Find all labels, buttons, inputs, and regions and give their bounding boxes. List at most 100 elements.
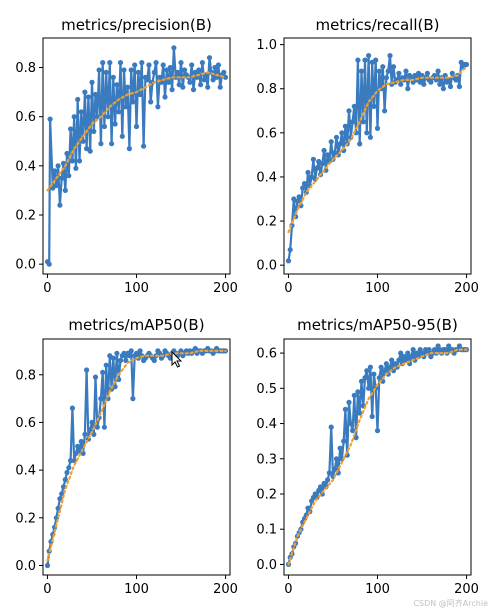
y-tick-label: 0.5 [256,382,277,397]
data-point [101,424,107,430]
data-point [310,156,316,162]
data-point [378,364,384,370]
data-point [117,357,124,364]
data-point [398,81,404,87]
y-tick-label: 0.8 [15,368,36,383]
data-point [121,67,127,73]
data-point [342,123,348,129]
data-point [364,368,370,374]
data-point [337,445,343,451]
data-point [367,134,373,140]
axes-frame [283,37,472,275]
data-point [116,109,122,115]
data-point [355,57,361,63]
data-point [173,74,179,80]
data-point [385,68,391,74]
data-point [405,350,411,356]
y-tick-label: 0.6 [15,416,36,431]
data-point [189,62,195,68]
data-point [123,357,129,364]
data-point [80,138,86,144]
y-tick-label: 0.4 [15,464,36,479]
y-tick-label: 0.2 [15,511,36,526]
smooth-line [287,348,468,566]
data-point [374,125,381,131]
data-point [64,469,70,476]
x-tick-label: 0 [43,582,51,597]
data-point [66,465,72,471]
data-point [75,443,81,449]
data-point [137,348,143,354]
data-point [85,94,91,100]
data-point [357,410,363,416]
data-point [125,84,131,90]
data-point [92,91,99,98]
data-point [296,194,302,200]
data-point [46,261,52,267]
data-point [76,158,83,164]
data-point [107,60,113,66]
data-point [78,109,84,115]
y-tick-label: 0.8 [256,82,277,97]
data-point [132,62,138,68]
data-point [389,357,395,363]
data-point [52,168,58,174]
data-point [198,82,204,88]
data-point [62,477,68,483]
data-point [348,420,354,427]
data-point [103,362,109,368]
results-series [44,45,229,267]
data-point [133,123,140,130]
data-point [376,375,382,381]
data-point [53,182,60,189]
x-tick-label: 100 [365,582,390,597]
data-point [187,79,193,85]
y-tick-label: 0.4 [256,417,277,432]
data-point [91,128,97,134]
data-point [89,79,95,85]
data-point [126,353,132,359]
y-tick-label: 1.0 [256,38,277,53]
data-point [119,133,125,139]
data-point [146,62,152,68]
data-point [351,103,357,109]
y-tick-label: 0.0 [256,558,277,573]
data-point [341,438,347,444]
data-point [321,147,327,154]
smooth-series-line [287,348,468,566]
data-point [421,81,427,87]
data-point [380,64,386,70]
axes-frame [283,338,472,576]
x-tick-label: 100 [124,281,149,296]
data-point [217,84,223,90]
data-point [190,87,197,93]
y-tick-label: 0.2 [15,209,36,224]
data-point [369,413,375,420]
data-point [89,419,95,425]
data-point [166,79,172,85]
data-point [358,68,365,74]
data-point [376,68,382,74]
data-point [440,86,446,92]
x-tick-label: 200 [454,582,479,597]
data-point [141,143,147,149]
subplot-title: metrics/mAP50-95(B) [297,316,458,334]
data-point [148,99,154,105]
y-tick-label: 0.4 [256,170,277,185]
subplot-1: metrics/precision(B) 0 100 200 0.0 0.2 0.4 0.6 0… [15,16,238,296]
data-point [396,70,402,76]
results-series [285,53,470,264]
data-point [332,466,338,472]
data-point [325,477,331,483]
smooth-series-line [46,71,227,192]
data-point [337,141,343,147]
data-point [205,84,211,90]
data-point [171,45,177,51]
data-point [196,67,202,73]
data-point [373,57,379,63]
data-point [47,116,53,122]
y-tick-label: 0.0 [256,259,277,274]
data-point [110,74,116,80]
data-point [128,348,134,354]
